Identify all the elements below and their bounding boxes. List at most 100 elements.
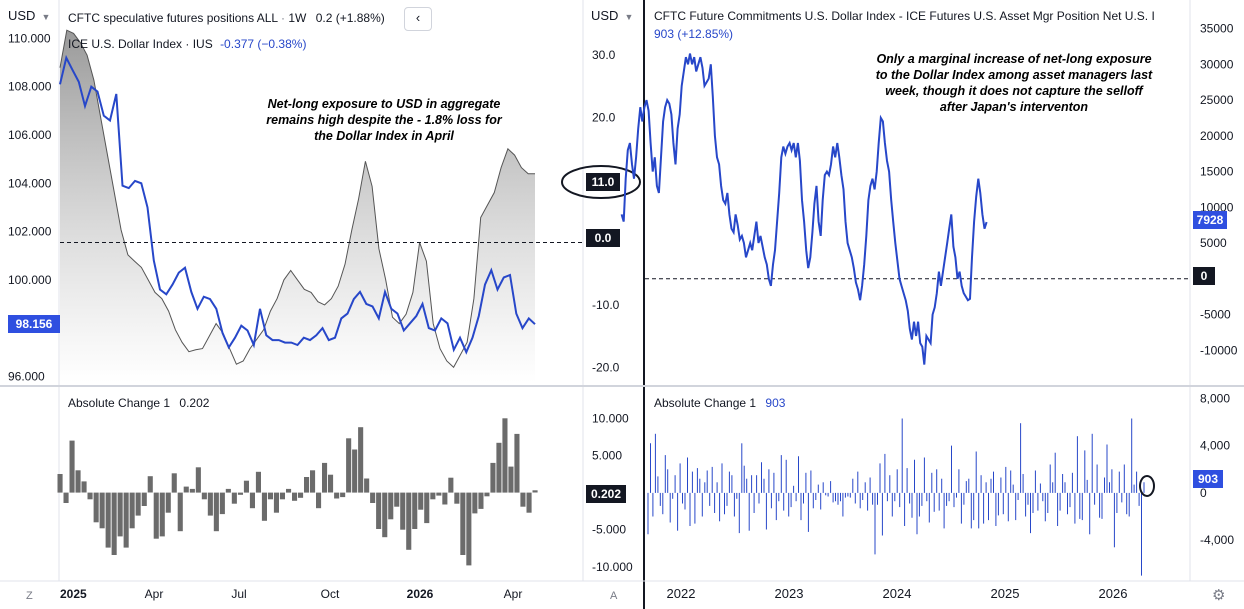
- right-zero-badge: 0: [1193, 267, 1215, 285]
- left-change-bar: [394, 492, 400, 507]
- right-sub-badge: 903: [1193, 470, 1223, 488]
- right-legend-title[interactable]: CFTC Future Commitments U.S. Dollar Inde…: [654, 9, 1155, 23]
- right-y-tick-label: 5000: [1200, 236, 1227, 250]
- left-y-tick-label: 108.000: [8, 80, 52, 94]
- left-legend-line-1[interactable]: CFTC speculative futures positions ALL ·…: [68, 11, 385, 25]
- left-change-bar: [237, 492, 243, 495]
- left-change-bar: [430, 492, 436, 500]
- left-change-bar: [346, 438, 352, 493]
- left-change-bar: [400, 492, 406, 530]
- left-sub-y-tick-label: -10.000: [592, 560, 633, 574]
- left-unit-selector[interactable]: USD ▼: [8, 8, 50, 23]
- left-y-tick-label: 102.000: [8, 225, 52, 239]
- right-sub-legend-title: Absolute Change 1: [654, 396, 757, 410]
- settings-gear-icon[interactable]: ⚙: [1212, 587, 1226, 604]
- left-legend-value: 0.2 (+1.88%): [315, 11, 385, 25]
- mid-corner-button[interactable]: A: [610, 590, 618, 602]
- right-unit-selector[interactable]: USD ▼: [591, 8, 633, 23]
- left-change-bar: [117, 492, 123, 537]
- left-legend2-value: -0.377 (−0.38%): [220, 37, 307, 51]
- left-change-bar: [159, 492, 165, 537]
- left-change-bar: [532, 490, 538, 493]
- left-change-bar: [261, 492, 267, 521]
- left-change-bar: [105, 492, 111, 548]
- right-x-tick-label: 2026: [1099, 586, 1128, 601]
- right-sub-legend[interactable]: Absolute Change 1 903: [654, 396, 785, 410]
- left-change-bar: [219, 492, 225, 515]
- usd-index-line: [59, 54, 536, 355]
- left-change-bar: [526, 492, 532, 513]
- left-change-bar: [496, 442, 502, 493]
- left-change-bar: [243, 480, 249, 493]
- left-sub-y-tick-label: 5.000: [592, 448, 622, 462]
- right-sub-y-tick-label: 4,000: [1200, 439, 1230, 453]
- left-y-tick-label: 96.000: [8, 369, 45, 383]
- left-change-bar: [406, 492, 412, 550]
- left-sub-badge: 0.202: [586, 485, 626, 503]
- left-change-bar: [129, 492, 135, 529]
- left-legend-interval: 1W: [288, 11, 307, 25]
- right-main-plot[interactable]: [620, 53, 1190, 365]
- left-change-bar: [165, 492, 171, 513]
- right-y-tick-label: -10000: [1200, 343, 1238, 357]
- right-annotation: Only a marginal increase of net-long exp…: [875, 52, 1153, 114]
- left-change-bar: [195, 467, 201, 493]
- right-y-tick-label: -5000: [1200, 308, 1231, 322]
- left-change-bar: [75, 470, 81, 493]
- left-change-bar: [171, 473, 177, 493]
- left-change-bar: [484, 492, 490, 497]
- left-y-tick-label: 106.000: [8, 128, 52, 142]
- right-sub-y-tick-label: -4,000: [1200, 533, 1234, 547]
- left-change-bar: [111, 492, 117, 555]
- left-change-bar: [358, 427, 364, 493]
- left-legend-line-2[interactable]: ICE U.S. Dollar Index · IUS -0.377 (−0.3…: [68, 37, 306, 51]
- left-change-bar: [472, 492, 478, 514]
- left-change-bar: [448, 477, 454, 493]
- left-change-bar: [279, 492, 285, 500]
- right-y-tick-label: 25000: [1200, 93, 1234, 107]
- left-change-bar: [502, 418, 508, 493]
- left-sub-y-tick-label: 10.000: [592, 411, 629, 425]
- left-change-bar: [255, 471, 261, 493]
- right-legend-value[interactable]: 903 (+12.85%): [654, 27, 734, 41]
- right-sub-highlight: [1139, 475, 1155, 497]
- left-change-bar: [334, 492, 340, 499]
- left-change-bar: [189, 488, 195, 493]
- left-sub-y-tick-label: -5.000: [592, 523, 626, 537]
- left-change-bar: [514, 433, 520, 493]
- left-change-bar: [490, 462, 496, 493]
- left-x-tick-label: Jul: [231, 587, 246, 601]
- left-change-bar: [201, 492, 207, 500]
- left-change-bar: [322, 462, 328, 493]
- left-x-tick-label: Oct: [321, 587, 340, 601]
- left-change-bar: [231, 492, 237, 504]
- right-x-tick-label: 2022: [667, 586, 696, 601]
- left-change-bar: [478, 492, 484, 509]
- left-sub-legend[interactable]: Absolute Change 1 0.202: [68, 396, 209, 410]
- asset-mgr-line: [620, 53, 988, 365]
- right-y-tick-label: 10000: [1200, 200, 1234, 214]
- left-change-bar: [376, 492, 382, 529]
- left-change-bar: [310, 470, 316, 493]
- right-y-tick-label: 20000: [1200, 129, 1234, 143]
- left-change-bar: [249, 492, 255, 509]
- left-change-bar: [225, 488, 231, 493]
- left-change-bar: [328, 474, 334, 493]
- left-x-tick-label: 2025: [60, 587, 87, 601]
- left-change-bar: [388, 492, 394, 520]
- right-sub-plot[interactable]: [647, 418, 1155, 576]
- left-change-bar: [286, 488, 292, 493]
- left-corner-button[interactable]: Z: [26, 590, 33, 602]
- left-change-bar: [123, 492, 129, 548]
- left-change-bar: [442, 492, 448, 505]
- left-sub-plot[interactable]: [57, 418, 538, 566]
- left-right-y-tick-label: -20.0: [592, 360, 620, 374]
- left-main-plot[interactable]: [59, 29, 641, 383]
- left-change-bar: [508, 466, 514, 493]
- right-x-tick-label: 2025: [991, 586, 1020, 601]
- left-change-bar: [340, 492, 346, 498]
- right-x-tick-label: 2024: [883, 586, 912, 601]
- collapse-legend-button[interactable]: ‹: [404, 7, 432, 31]
- right-value-badge: 7928: [1193, 211, 1227, 229]
